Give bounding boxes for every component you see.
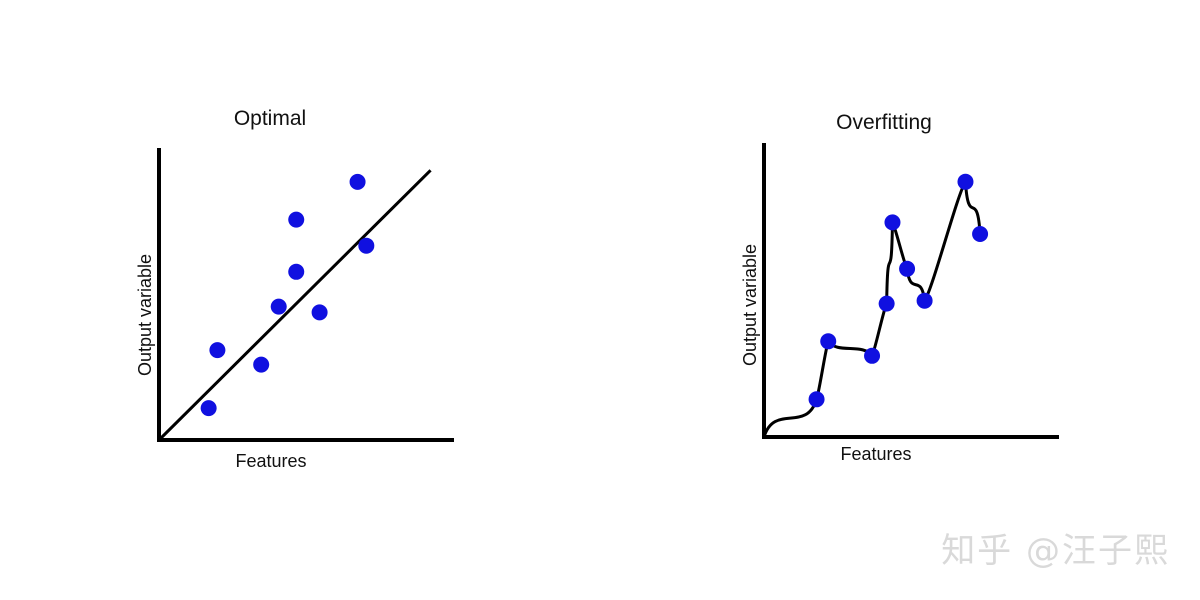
x-axis-label: Features bbox=[840, 444, 911, 464]
data-point bbox=[288, 211, 305, 228]
y-axis-label: Output variable bbox=[135, 254, 155, 376]
x-axis-label: Features bbox=[235, 451, 306, 471]
watermark-text: 知乎 @汪子熙 bbox=[941, 531, 1170, 571]
data-point bbox=[864, 347, 881, 364]
data-point bbox=[349, 173, 366, 190]
fit-line bbox=[157, 169, 432, 442]
data-point bbox=[916, 292, 933, 309]
overfit-curve bbox=[762, 177, 982, 438]
data-point bbox=[957, 173, 974, 190]
data-point bbox=[899, 260, 916, 277]
data-point bbox=[200, 400, 217, 417]
data-point bbox=[358, 237, 375, 254]
marks-group bbox=[762, 173, 989, 438]
data-point bbox=[288, 263, 305, 280]
data-point bbox=[808, 391, 825, 408]
marks-group bbox=[157, 169, 432, 442]
overfitting-chart: Overfitting Features Output variable bbox=[740, 111, 1059, 464]
data-point bbox=[820, 333, 837, 350]
data-point bbox=[884, 214, 901, 231]
chart-title: Overfitting bbox=[836, 111, 932, 134]
data-point bbox=[878, 295, 895, 312]
optimal-chart: Optimal Features Output variable bbox=[135, 107, 454, 471]
data-point bbox=[972, 226, 989, 242]
data-point bbox=[311, 304, 328, 321]
chart-title: Optimal bbox=[234, 107, 306, 130]
y-axis-label: Output variable bbox=[740, 244, 760, 366]
data-point bbox=[270, 298, 287, 315]
data-point bbox=[209, 342, 226, 359]
data-point bbox=[253, 356, 270, 373]
